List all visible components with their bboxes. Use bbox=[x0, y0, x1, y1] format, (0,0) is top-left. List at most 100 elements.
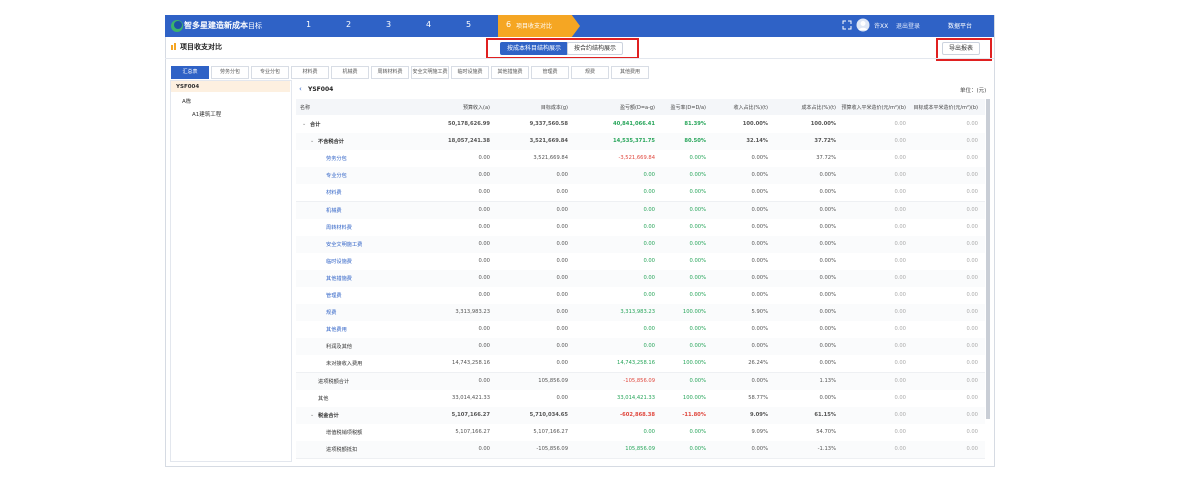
cell: 0.00% bbox=[751, 343, 768, 350]
logo bbox=[171, 20, 183, 32]
row-name[interactable]: 临时设施费 bbox=[326, 258, 352, 265]
back-arrow[interactable]: ‹ bbox=[299, 85, 302, 93]
cell: 0.00% bbox=[689, 257, 706, 264]
row-name[interactable]: 其他费用 bbox=[326, 327, 347, 334]
cell: 3,313,983.23 bbox=[455, 309, 490, 316]
cell: 100.00% bbox=[742, 121, 768, 127]
row-name[interactable]: 劳务分包 bbox=[326, 156, 347, 163]
tab[interactable]: 专业分包 bbox=[251, 66, 289, 79]
expand-icon[interactable]: ⌄ bbox=[310, 138, 315, 145]
cell: 40,841,066.41 bbox=[612, 121, 655, 127]
nav-step[interactable]: 4 bbox=[426, 20, 432, 29]
unit: 单位：(元) bbox=[960, 88, 987, 94]
cell: 5,107,166.27 bbox=[451, 411, 490, 418]
tab[interactable]: 周转材料费 bbox=[371, 66, 409, 79]
row-name[interactable]: 材料费 bbox=[326, 190, 342, 197]
avatar bbox=[856, 18, 870, 32]
cell: 5,710,034.65 bbox=[529, 411, 568, 418]
tab[interactable]: 其他费用 bbox=[611, 66, 649, 79]
tab[interactable]: 劳务分包 bbox=[211, 66, 249, 79]
column-header: 盈亏率(D=D/a) bbox=[670, 105, 706, 111]
cell: 14,535,371.75 bbox=[612, 138, 655, 145]
nav-step[interactable]: 5 bbox=[466, 20, 472, 29]
cell: 0.00 bbox=[556, 274, 568, 281]
cell: 0.00 bbox=[966, 343, 978, 350]
expand-icon[interactable]: ⌄ bbox=[310, 411, 315, 418]
cell: 0.00% bbox=[819, 360, 836, 367]
cell: 0.00 bbox=[894, 326, 906, 333]
cell: 0.00 bbox=[556, 257, 568, 264]
row-background bbox=[296, 440, 985, 459]
tab[interactable]: 规费 bbox=[571, 66, 609, 79]
nav-step[interactable]: 3 bbox=[386, 20, 392, 29]
active-step bbox=[498, 15, 580, 37]
cell: 0.00 bbox=[966, 257, 978, 264]
export-button[interactable]: 导出报表 bbox=[942, 42, 981, 55]
cell: 0.00% bbox=[819, 206, 836, 213]
row-name: 增值税销项税额 bbox=[326, 429, 363, 436]
cell: 37.72% bbox=[814, 138, 836, 145]
cell: 0.00% bbox=[689, 189, 706, 196]
cell: 81.39% bbox=[684, 121, 706, 127]
scrollbar bbox=[986, 99, 990, 419]
expand-icon[interactable]: ⌄ bbox=[302, 121, 307, 127]
row-name[interactable]: 其他措施费 bbox=[326, 275, 352, 282]
cell: 0.00 bbox=[894, 360, 906, 367]
cell: 0.00% bbox=[819, 343, 836, 350]
cell: -105,856.09 bbox=[623, 377, 655, 384]
cell: 1.13% bbox=[819, 377, 836, 384]
tab[interactable]: 管理费 bbox=[531, 66, 569, 79]
cell: 0.00% bbox=[689, 223, 706, 230]
tree-node[interactable]: A栋 bbox=[182, 99, 192, 105]
cell: 0.00 bbox=[966, 326, 978, 333]
cell: 80.50% bbox=[684, 138, 706, 145]
cell: 0.00 bbox=[643, 428, 655, 435]
cell: 5,107,166.27 bbox=[455, 428, 490, 435]
nav-step[interactable]: 2 bbox=[346, 20, 352, 29]
row-name[interactable]: 机械费 bbox=[326, 207, 342, 214]
logout[interactable]: 退出登录 bbox=[896, 23, 921, 30]
cell: 0.00 bbox=[894, 343, 906, 350]
cell: 5,107,166.27 bbox=[533, 428, 568, 435]
tab[interactable]: 临时设施费 bbox=[451, 66, 489, 79]
view-button[interactable]: 按成本科目结构展示 bbox=[500, 42, 569, 55]
tab[interactable]: 机械费 bbox=[331, 66, 369, 79]
row-name[interactable]: 周转材料费 bbox=[326, 224, 352, 231]
cell: 61.15% bbox=[814, 411, 836, 418]
row-name[interactable]: 规费 bbox=[326, 310, 337, 317]
row-name[interactable]: 安全文明施工费 bbox=[326, 241, 363, 248]
row-name[interactable]: 管理费 bbox=[326, 293, 342, 299]
tab[interactable]: 安全文明施工费 bbox=[411, 66, 449, 79]
cell: 0.00 bbox=[966, 155, 978, 162]
project-select[interactable]: 目标 bbox=[248, 22, 262, 30]
cell: 0.00 bbox=[556, 292, 568, 298]
tree-node[interactable]: YSF004 bbox=[176, 84, 200, 90]
cell: 54.70% bbox=[816, 428, 836, 435]
cell: 0.00 bbox=[556, 343, 568, 350]
nav-step[interactable]: 6 bbox=[506, 20, 512, 29]
tab[interactable]: 材料费 bbox=[291, 66, 329, 79]
nav-step[interactable]: 1 bbox=[306, 20, 312, 29]
cell: 3,521,669.84 bbox=[529, 138, 568, 145]
column-header: 预算收入平米造价(元/m²)(b) bbox=[841, 105, 906, 111]
cell: 3,313,983.23 bbox=[620, 309, 655, 316]
row-name: 利润及其他 bbox=[326, 344, 352, 351]
cell: 0.00% bbox=[819, 326, 836, 333]
cell: 0.00% bbox=[751, 240, 768, 247]
row-name[interactable]: 专业分包 bbox=[326, 173, 347, 180]
view-button[interactable]: 按合约结构展示 bbox=[567, 42, 624, 55]
platform-menu[interactable]: 数据平台 bbox=[948, 23, 973, 30]
cell: 0.00 bbox=[478, 343, 490, 350]
cell: 0.00% bbox=[751, 223, 768, 230]
tab[interactable]: 其他措施费 bbox=[491, 66, 529, 79]
cell: 0.00% bbox=[819, 309, 836, 316]
tab[interactable]: 汇总表 bbox=[171, 66, 209, 79]
cell: 9.09% bbox=[751, 428, 768, 435]
cell: 0.00 bbox=[966, 223, 978, 230]
cell: 0.00% bbox=[689, 172, 706, 179]
tree-node[interactable]: A1建筑工程 bbox=[192, 112, 222, 118]
fullscreen-icon[interactable] bbox=[842, 20, 852, 30]
row-name: 不含税合计 bbox=[318, 139, 344, 146]
cell: 0.00 bbox=[478, 155, 490, 162]
